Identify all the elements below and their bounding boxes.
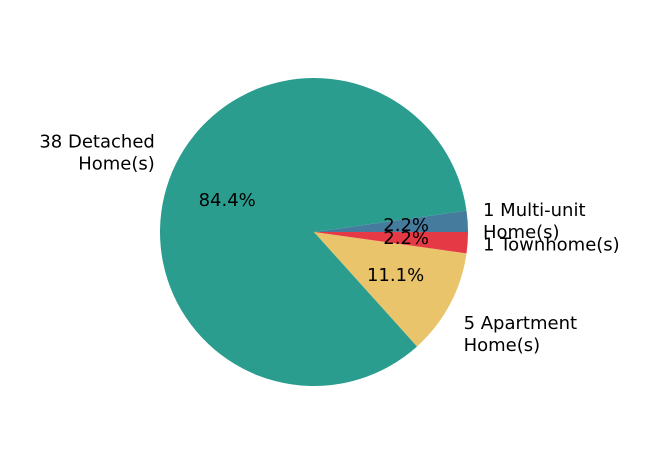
slice-category-label: 5 Apartment Home(s) xyxy=(464,313,577,356)
slice-category-label: 1 Townhome(s) xyxy=(483,234,620,255)
slice-category-label: 1 Multi-unit Home(s) xyxy=(483,200,586,243)
slice-category-label-line: 1 Townhome(s) xyxy=(483,234,620,255)
slice-category-label-line: 38 Detached xyxy=(39,132,154,153)
pie-slice xyxy=(160,77,467,386)
pie-slice xyxy=(314,210,468,232)
slice-percent-label: 2.2% xyxy=(383,215,429,236)
slice-percent-label: 84.4% xyxy=(199,190,256,211)
slice-category-label: 38 Detached Home(s) xyxy=(39,132,154,175)
slice-category-label-line: Home(s) xyxy=(464,335,541,356)
slice-category-label-line: Home(s) xyxy=(78,154,155,175)
slice-category-label-line: 5 Apartment xyxy=(464,313,577,334)
slice-percent-label: 2.2% xyxy=(383,228,429,249)
pie-slices xyxy=(160,77,468,386)
pie-slice xyxy=(314,232,467,347)
slice-category-label-line: Home(s) xyxy=(483,222,560,243)
slice-category-label-line: 1 Multi-unit xyxy=(483,200,586,221)
pie-labels: 84.4%38 Detached Home(s)2.2%1 Multi-unit H… xyxy=(39,132,619,356)
slice-percent-label: 11.1% xyxy=(367,265,424,286)
pie-slice xyxy=(314,232,468,254)
